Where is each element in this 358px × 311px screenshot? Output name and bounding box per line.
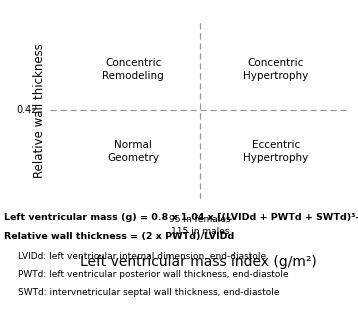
Text: 95 in females
115 in males: 95 in females 115 in males	[169, 215, 231, 236]
Text: SWTd: intervnetricular septal wall thickness, end-diastole: SWTd: intervnetricular septal wall thick…	[18, 288, 279, 297]
Text: Eccentric
Hypertrophy: Eccentric Hypertrophy	[243, 140, 309, 163]
Text: Left ventricular mass index (g/m²): Left ventricular mass index (g/m²)	[80, 255, 317, 269]
Text: LVIDd: left ventricular internal dimension, end-diastole: LVIDd: left ventricular internal dimensi…	[18, 252, 266, 261]
Text: 0.42: 0.42	[17, 105, 38, 115]
Y-axis label: Relative wall thickness: Relative wall thickness	[33, 43, 46, 178]
Text: Concentric
Hypertrophy: Concentric Hypertrophy	[243, 58, 309, 81]
Text: Relative wall thickness = (2 x PWTd)/LVIDd: Relative wall thickness = (2 x PWTd)/LVI…	[4, 232, 234, 241]
Text: Normal
Geometry: Normal Geometry	[107, 140, 159, 163]
Text: PWTd: left ventricular posterior wall thickness, end-diastole: PWTd: left ventricular posterior wall th…	[18, 270, 289, 279]
Text: Concentric
Remodeling: Concentric Remodeling	[102, 58, 164, 81]
Text: Left ventricular mass (g) = 0.8 x 1.04 x [(LVIDd + PWTd + SWTd)³-LVIDd³] + 0.6: Left ventricular mass (g) = 0.8 x 1.04 x…	[4, 213, 358, 222]
